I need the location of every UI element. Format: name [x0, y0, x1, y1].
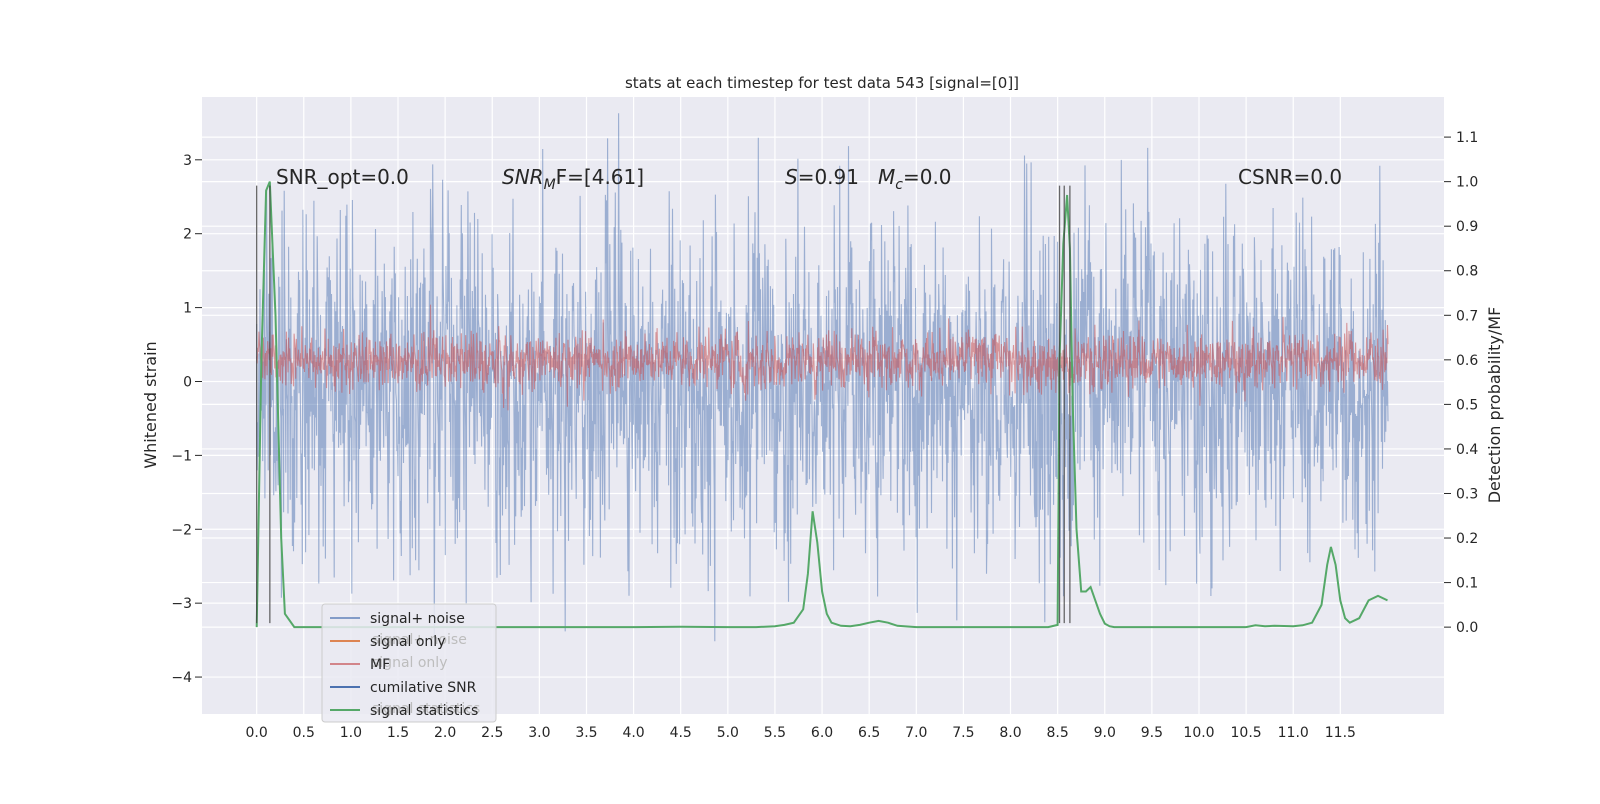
x-tick-label: 2.5	[481, 725, 503, 741]
y-tick-label-right: 1.0	[1456, 175, 1478, 191]
y-axis-left-label: Whitened strain	[141, 341, 160, 468]
annotation-mc-main: M	[878, 165, 895, 189]
y-tick-label-left: −1	[171, 448, 192, 464]
annotation-csnr: CSNR=0.0	[1238, 165, 1342, 189]
x-tick-label: 5.5	[764, 725, 786, 741]
x-tick-label: 8.5	[1047, 725, 1069, 741]
y-tick-label-right: 0.9	[1456, 219, 1478, 235]
annotation-snr-mf-sub: M	[544, 177, 556, 193]
x-tick-label: 9.5	[1141, 725, 1163, 741]
y-axis-right-label: Detection probability/MF	[1485, 307, 1504, 504]
y-tick-label-right: 0.1	[1456, 576, 1478, 592]
legend-label: signal+ noise	[370, 611, 465, 627]
x-tick-label: 0.0	[246, 725, 268, 741]
x-tick-label: 10.0	[1183, 725, 1214, 741]
y-tick-label-left: 3	[183, 153, 192, 169]
x-tick-label: 7.0	[905, 725, 927, 741]
ghost-legend-label: signal statistics	[372, 701, 480, 717]
annotation-mc-rest: =0.0	[903, 165, 952, 189]
x-tick-label: 3.0	[528, 725, 550, 741]
y-tick-label-right: 0.7	[1456, 308, 1478, 324]
y-tick-label-left: 2	[183, 227, 192, 243]
x-tick-label: 4.5	[670, 725, 692, 741]
legend-label: MF	[370, 657, 390, 673]
x-tick-label: 7.5	[952, 725, 974, 741]
x-axis: 0.0 0.5 1.0 1.5 2.0 2.5 3.0 3.5 4.0 4.5 5.0 5.5 6.0 6…	[246, 725, 1356, 741]
legend-label: cumilative SNR	[370, 680, 477, 696]
x-tick-label: 6.0	[811, 725, 833, 741]
series-signal-noise	[256, 113, 1389, 642]
annotation-s-rest: =0.91	[798, 165, 859, 189]
legend-box	[321, 603, 497, 723]
y-tick-label-right: 0.2	[1456, 531, 1478, 547]
y-axis-right: 0.0 0.1 0.2 0.3 0.4 0.5 0.6 0.7 0.8 0.9 1.0 1.1	[1444, 130, 1478, 636]
y-tick-label-right: 0.6	[1456, 353, 1478, 369]
annotation-snr-opt: SNR_opt=0.0	[276, 165, 409, 189]
y-tick-label-right: 0.0	[1456, 620, 1478, 636]
ghost-legend-label: signal+ noise	[372, 632, 467, 648]
x-tick-label: 3.5	[575, 725, 597, 741]
annotation-snr-mf: SNRMF=[4.61]	[502, 165, 644, 193]
y-tick-label-left: 0	[183, 374, 192, 390]
ghost-legend-label: signal only	[372, 655, 447, 671]
y-tick-label-right: 0.4	[1456, 442, 1478, 458]
x-tick-label: 0.5	[293, 725, 315, 741]
annotation-s-main: S	[785, 165, 798, 189]
x-tick-label: 11.0	[1278, 725, 1309, 741]
y-axis-left: −4 −3 −2 −1 0 1 2 3	[171, 153, 202, 686]
legend-label: signal only	[370, 634, 445, 650]
legend-label: signal statistics	[370, 703, 478, 719]
x-tick-label: 4.0	[622, 725, 644, 741]
series-mf	[256, 304, 1389, 411]
x-tick-label: 2.0	[434, 725, 456, 741]
x-tick-label: 9.0	[1094, 725, 1116, 741]
x-tick-label: 10.5	[1231, 725, 1262, 741]
vertical-markers	[256, 185, 1071, 624]
x-tick-label: 11.5	[1325, 725, 1356, 741]
chart-title: stats at each timestep for test data 543…	[625, 74, 1019, 92]
y-tick-label-left: −3	[171, 596, 192, 612]
annotation-s: S=0.91	[785, 165, 859, 189]
x-tick-label: 1.5	[387, 725, 409, 741]
y-tick-label-left: −2	[171, 522, 192, 538]
x-tick-label: 6.5	[858, 725, 880, 741]
y-tick-label-right: 1.1	[1456, 130, 1478, 146]
x-tick-label: 1.0	[340, 725, 362, 741]
annotation-snr-mf-main: SNR	[502, 165, 544, 189]
y-tick-label-right: 0.3	[1456, 486, 1478, 502]
x-tick-label: 5.0	[717, 725, 739, 741]
y-tick-label-right: 0.5	[1456, 397, 1478, 413]
annotation-mc: Mc=0.0	[878, 165, 952, 193]
y-tick-label-left: 1	[183, 301, 192, 317]
y-tick-label-right: 0.8	[1456, 264, 1478, 280]
y-tick-label-left: −4	[171, 670, 192, 686]
annotation-mc-sub: c	[895, 177, 903, 193]
x-tick-label: 8.0	[999, 725, 1021, 741]
annotation-snr-mf-rest: F=[4.61]	[556, 165, 644, 189]
